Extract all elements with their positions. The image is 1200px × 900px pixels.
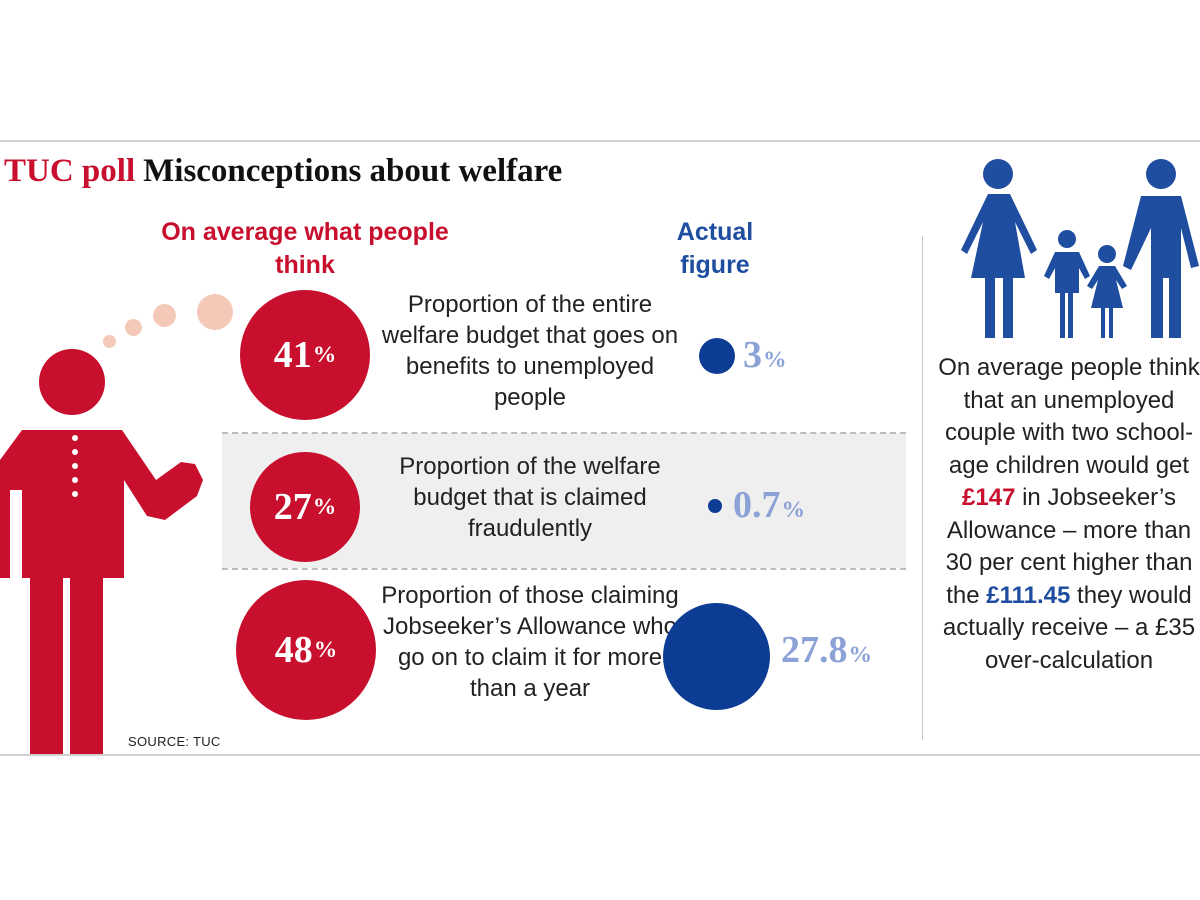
perceived-amount: £147 xyxy=(962,484,1016,511)
header-actual: Actual figure xyxy=(676,218,754,279)
title-main: Misconceptions about welfare xyxy=(143,153,563,189)
side-text-part: they would actually receive – a £35 over… xyxy=(942,581,1196,674)
thought-bubble-dot xyxy=(197,294,233,330)
thought-bubble-dot xyxy=(125,319,142,336)
bottom-rule xyxy=(0,754,1200,756)
perceived-bubble: 27% xyxy=(250,452,360,562)
perceived-value: 48 xyxy=(274,629,313,671)
actual-number: 3 xyxy=(743,334,762,376)
row-description: Proportion of those claiming Jobseeker’s… xyxy=(381,582,679,702)
actual-number: 0.7 xyxy=(733,484,781,526)
chart-title: TUC poll Misconceptions about welfare xyxy=(4,153,562,190)
perceived-bubble: 48% xyxy=(236,580,376,720)
side-fact: On average people think that an unemploy… xyxy=(938,352,1200,677)
person-icon xyxy=(0,349,203,754)
perceived-value: 41 xyxy=(273,334,312,376)
actual-value: 3% xyxy=(743,333,787,377)
unit-label: % xyxy=(781,497,806,523)
actual-dot xyxy=(708,499,722,513)
actual-dot xyxy=(663,603,770,710)
unit-label: % xyxy=(312,341,337,368)
source-note: SOURCE: TUC xyxy=(128,734,221,749)
row-description: Proportion of the welfare budget that is… xyxy=(399,453,661,542)
perceived-value: 27 xyxy=(273,486,312,528)
actual-amount: £111.45 xyxy=(986,581,1071,609)
row-divider xyxy=(222,432,906,434)
title-kicker: TUC poll xyxy=(4,153,136,189)
top-rule xyxy=(0,140,1200,142)
unit-label: % xyxy=(848,642,873,668)
side-divider xyxy=(922,236,923,740)
actual-value: 0.7% xyxy=(733,483,805,527)
unit-label: % xyxy=(313,636,338,663)
unit-label: % xyxy=(312,493,337,520)
family-icon xyxy=(961,159,1199,338)
actual-value: 27.8% xyxy=(781,628,872,672)
row-divider xyxy=(222,568,906,570)
header-perceived: On average what people think xyxy=(161,218,449,279)
actual-dot xyxy=(699,338,735,374)
unit-label: % xyxy=(763,347,787,373)
thought-bubble-dot xyxy=(103,335,116,348)
side-text-part: On average people think that an unemploy… xyxy=(938,354,1200,479)
row-description: Proportion of the entire welfare budget … xyxy=(381,291,679,411)
actual-number: 27.8 xyxy=(781,629,848,671)
perceived-bubble: 41% xyxy=(240,290,370,420)
side-text-part: in Jobseeker’s Allowance – more than 30 … xyxy=(945,484,1193,609)
thought-bubble-dot xyxy=(153,304,176,327)
